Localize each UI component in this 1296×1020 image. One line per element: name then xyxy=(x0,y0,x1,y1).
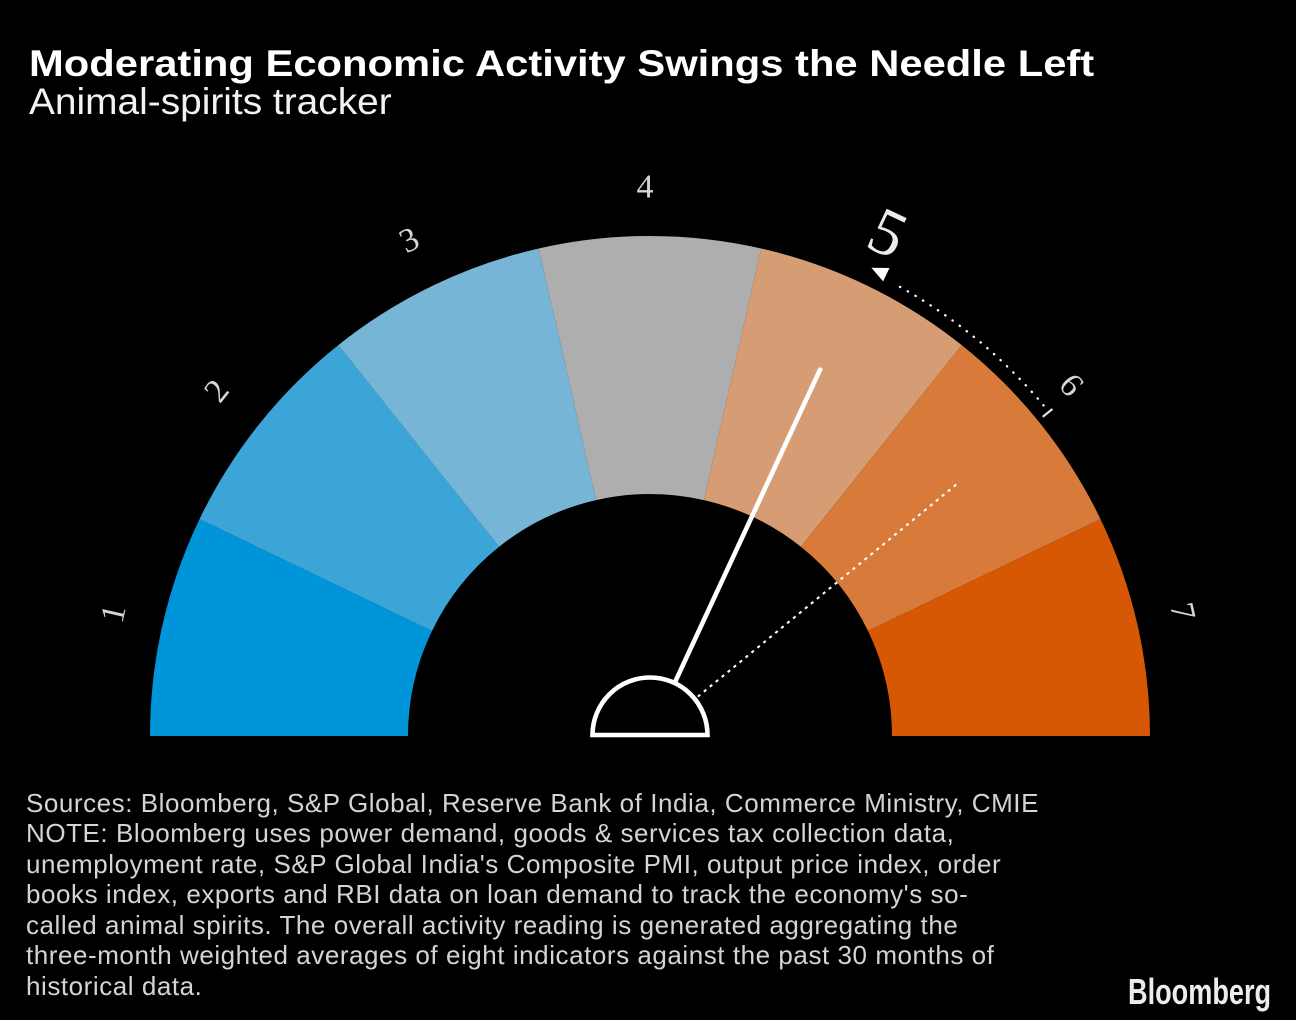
svg-text:5: 5 xyxy=(857,193,918,273)
svg-text:7: 7 xyxy=(1162,599,1202,624)
svg-text:4: 4 xyxy=(637,169,654,206)
svg-text:1: 1 xyxy=(94,601,134,626)
svg-text:2: 2 xyxy=(197,373,237,409)
svg-text:6: 6 xyxy=(1051,367,1090,404)
svg-text:3: 3 xyxy=(394,220,425,261)
